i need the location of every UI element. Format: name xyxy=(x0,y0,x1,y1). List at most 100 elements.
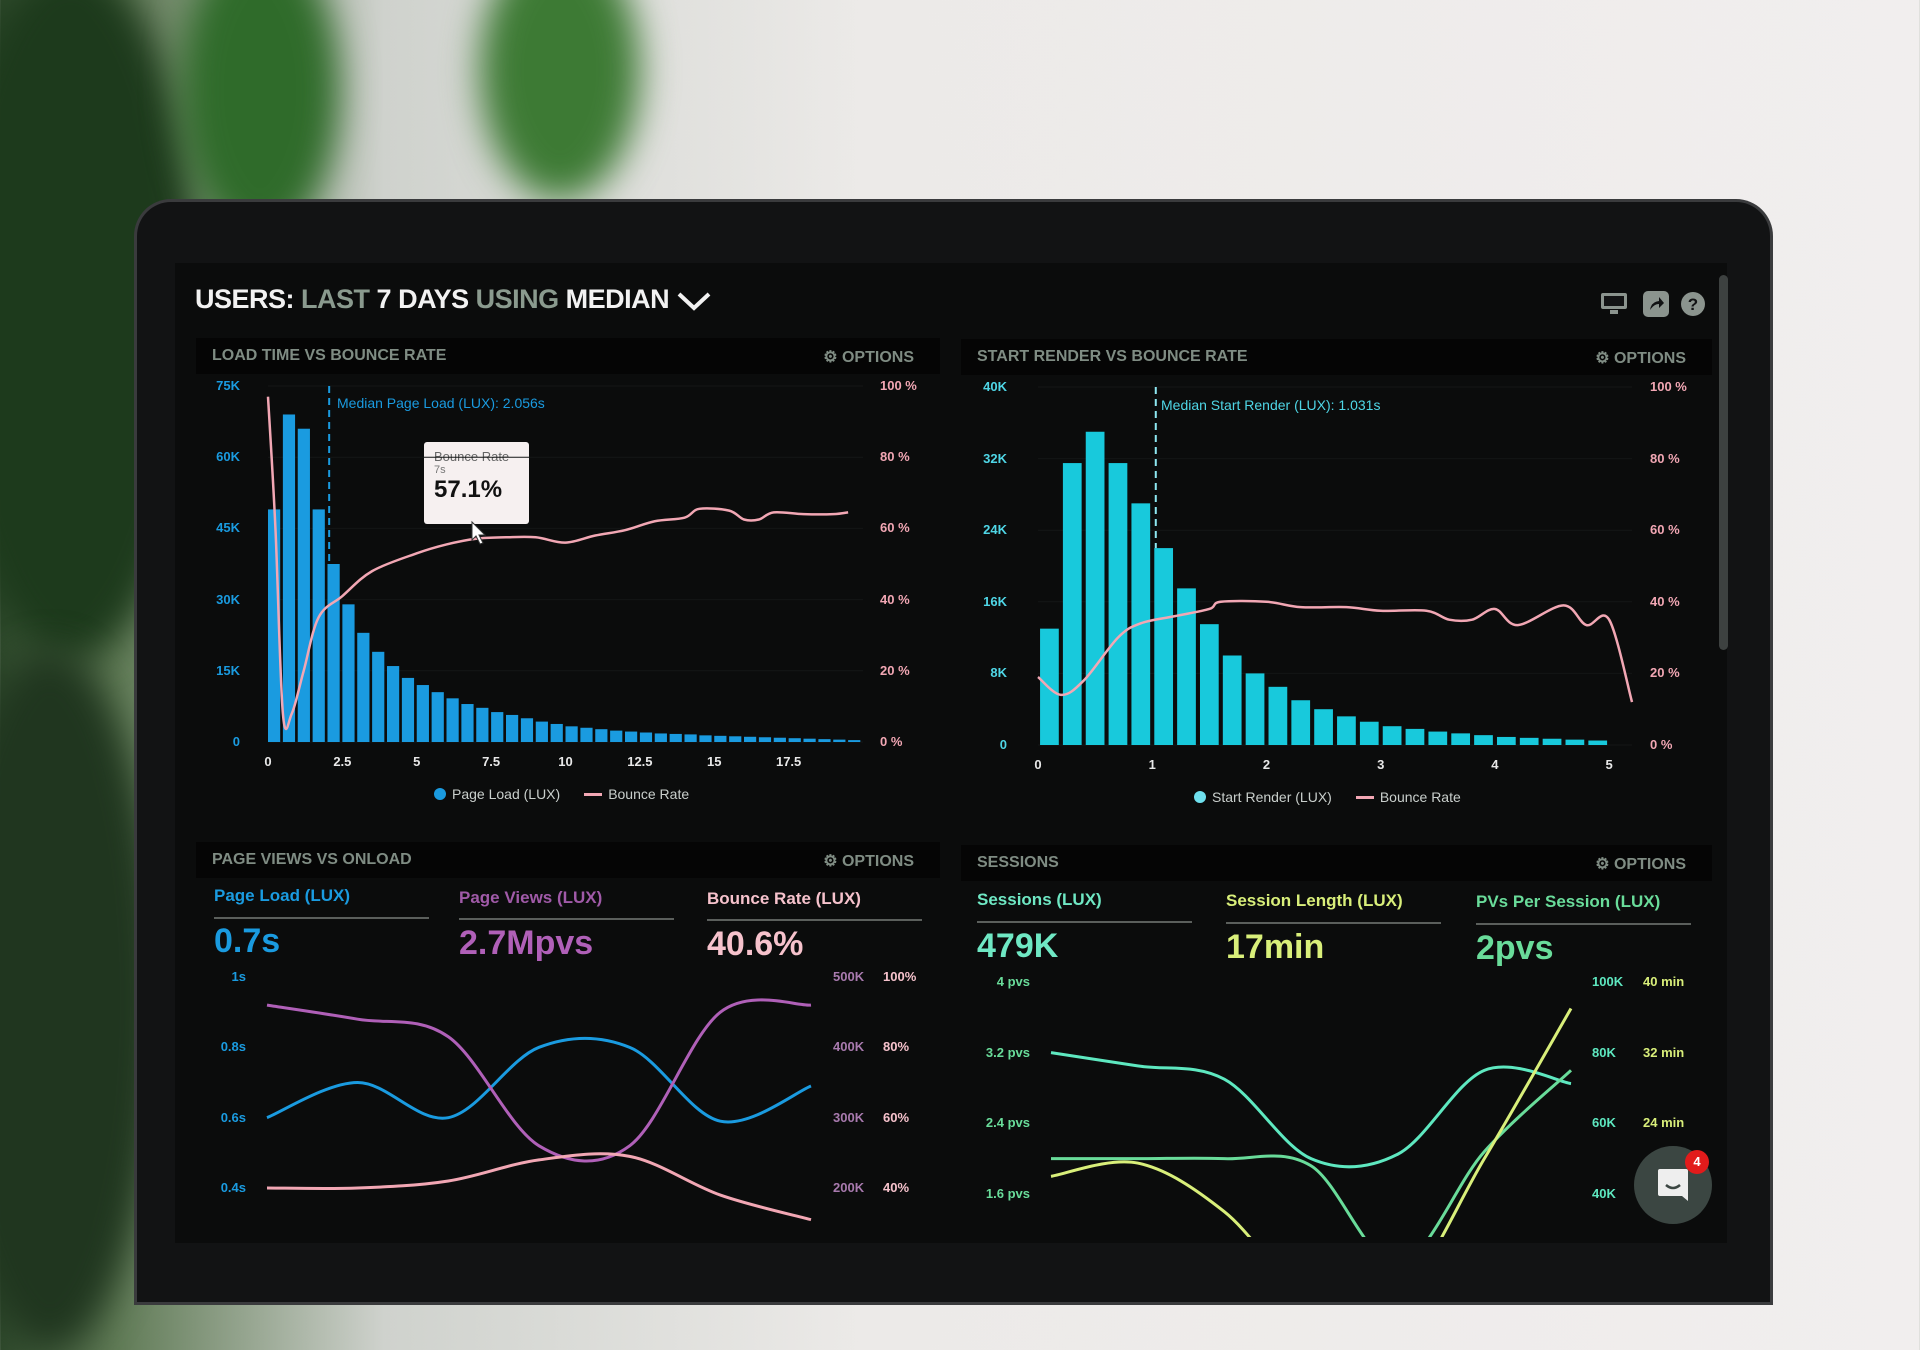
legend-swatch xyxy=(1355,795,1374,799)
bar xyxy=(1474,735,1493,745)
plant-leaf xyxy=(180,0,340,240)
legend-item[interactable]: Start Render (LUX) xyxy=(1212,789,1332,805)
tick-label: 0 xyxy=(1034,757,1042,772)
scrollbar[interactable] xyxy=(1719,275,1728,650)
tick-label: 100 % xyxy=(1650,379,1687,394)
median-label: Median Start Render (LUX): 1.031s xyxy=(1161,397,1381,413)
monitor-icon[interactable] xyxy=(1600,292,1628,316)
metric-value: 40.6% xyxy=(707,925,804,963)
options-button[interactable]: ⚙ OPTIONS xyxy=(1595,854,1686,874)
legend: Start Render (LUX) Bounce Rate xyxy=(1194,789,1461,805)
bar xyxy=(461,704,474,742)
tick-label: 300K xyxy=(833,1109,865,1125)
bar xyxy=(625,731,638,742)
tick-label: 0 xyxy=(999,737,1007,752)
tick-label: 15 xyxy=(707,754,722,769)
tooltip: Bounce Rate 7s 57.1% xyxy=(424,442,529,524)
tick-label: 60K xyxy=(216,449,240,465)
panel-title: START RENDER VS BOUNCE RATE xyxy=(977,348,1248,365)
bar xyxy=(476,707,489,742)
bar xyxy=(1314,709,1333,745)
tick-label: 80 % xyxy=(880,449,910,465)
bar xyxy=(1268,686,1288,745)
bar xyxy=(833,739,846,742)
tick-label: 40 % xyxy=(1650,593,1680,609)
tick-label: 40% xyxy=(883,1180,910,1195)
bar xyxy=(1337,716,1356,745)
charts-layer xyxy=(266,385,1634,1237)
load-panel-header: LOAD TIME VS BOUNCE RATE ⚙ OPTIONS xyxy=(196,338,940,374)
options-label: OPTIONS xyxy=(841,853,914,870)
legend: Page Load (LUX) Bounce Rate xyxy=(434,786,689,802)
legend-item[interactable]: Bounce Rate xyxy=(608,786,690,802)
bar xyxy=(758,737,772,742)
metric-label: Page Load (LUX) xyxy=(214,886,351,905)
bar xyxy=(1154,548,1174,745)
tick-label: 2.5 xyxy=(333,754,352,769)
options-button[interactable]: ⚙ OPTIONS xyxy=(823,347,914,367)
metric-value: 2.7Mpvs xyxy=(459,924,594,962)
bar xyxy=(610,730,623,742)
bar xyxy=(803,738,816,742)
bar xyxy=(342,604,355,742)
bar xyxy=(639,732,653,742)
tick-label: 100K xyxy=(1592,974,1624,989)
bar xyxy=(1199,624,1219,745)
options-button[interactable]: ⚙ OPTIONS xyxy=(823,851,914,871)
chevron-down-icon[interactable] xyxy=(676,290,712,312)
bar xyxy=(1588,740,1608,745)
help-icon[interactable]: ? xyxy=(1680,291,1706,317)
tick-label: 400K xyxy=(833,1039,865,1055)
gear-icon: ⚙ xyxy=(1595,856,1610,873)
tick-label: 0 xyxy=(232,734,240,749)
cursor-icon xyxy=(471,520,487,545)
bar xyxy=(1108,463,1128,745)
metric-label: Page Views (LUX) xyxy=(459,888,603,907)
tick-label: 40 % xyxy=(880,591,910,607)
plant-leaf xyxy=(480,0,640,200)
bar xyxy=(1405,728,1425,745)
metric-label: PVs Per Session (LUX) xyxy=(1476,892,1661,911)
tick-label: 75K xyxy=(216,378,240,393)
tick-label: 4 xyxy=(1491,757,1499,772)
panel-title: LOAD TIME VS BOUNCE RATE xyxy=(212,347,447,364)
title-using: USING xyxy=(475,284,560,314)
divider xyxy=(977,921,1192,923)
bar xyxy=(506,714,519,742)
tick-label: 60 % xyxy=(1650,522,1680,538)
bar xyxy=(1177,588,1196,745)
bar xyxy=(729,736,742,742)
page-title[interactable]: USERS: LAST 7 DAYS USING MEDIAN xyxy=(195,284,712,315)
tooltip-value: 57.1% xyxy=(434,476,503,503)
tick-label: 7.5 xyxy=(482,754,501,769)
bounce-rate-line xyxy=(1037,599,1634,703)
bar xyxy=(669,733,682,742)
metric-label: Bounce Rate (LUX) xyxy=(707,889,861,908)
bar xyxy=(401,677,415,742)
bar xyxy=(282,414,296,742)
tick-label: 30K xyxy=(216,591,240,607)
bar xyxy=(818,739,831,742)
series-line xyxy=(1050,1007,1573,1237)
series-line xyxy=(266,1152,812,1222)
tick-label: 5 xyxy=(413,754,421,769)
options-button[interactable]: ⚙ OPTIONS xyxy=(1595,348,1686,368)
legend-item[interactable]: Bounce Rate xyxy=(1379,789,1461,805)
bar xyxy=(431,692,444,742)
share-icon[interactable] xyxy=(1643,291,1669,317)
tick-label: 80 % xyxy=(1650,450,1680,466)
bar xyxy=(1222,655,1242,745)
title-median: MEDIAN xyxy=(565,284,670,314)
svg-text:?: ? xyxy=(1688,295,1698,314)
bar xyxy=(699,735,712,742)
metric-value: 479K xyxy=(977,927,1059,965)
tick-label: 60% xyxy=(883,1109,910,1125)
legend-swatch xyxy=(584,792,603,796)
tick-label: 0 xyxy=(264,754,272,769)
legend-item[interactable]: Page Load (LUX) xyxy=(452,786,561,802)
bar xyxy=(387,666,400,742)
divider xyxy=(1226,922,1441,924)
tooltip-title: Bounce Rate xyxy=(434,449,510,464)
tick-label: 80K xyxy=(1592,1044,1616,1060)
options-label: OPTIONS xyxy=(841,349,914,366)
